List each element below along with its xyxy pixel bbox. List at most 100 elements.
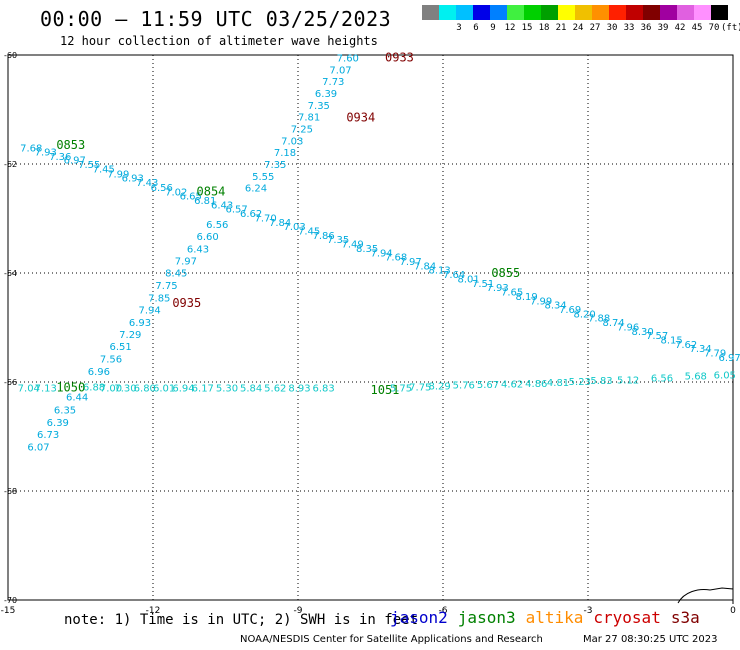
swh-value: 7.94 bbox=[139, 306, 161, 317]
legend-label: 15 bbox=[521, 23, 533, 33]
swh-value: 8.30 bbox=[632, 327, 654, 338]
legend-swatch bbox=[524, 5, 541, 20]
coastline bbox=[677, 587, 734, 604]
swh-value: 7.81 bbox=[298, 113, 320, 124]
swh-value: 6.51 bbox=[110, 342, 132, 353]
swh-value: 7.85 bbox=[148, 294, 170, 305]
legend-label: 39 bbox=[657, 23, 669, 33]
swh-value: 6.24 bbox=[245, 183, 267, 194]
legend-swatch bbox=[507, 5, 524, 20]
swh-value: 7.03 bbox=[281, 137, 303, 148]
pass-time: 0854 bbox=[197, 184, 226, 198]
swh-value: 6.56 bbox=[651, 374, 673, 385]
legend-swatch bbox=[592, 5, 609, 20]
satellite-legend: jason2 jason3 altika cryosat s3a bbox=[390, 608, 710, 627]
map-subtitle: 12 hour collection of altimeter wave hei… bbox=[60, 34, 378, 48]
swh-value: 5.68 bbox=[685, 371, 707, 382]
swh-value: 7.03 bbox=[284, 222, 306, 233]
legend-swatch bbox=[575, 5, 592, 20]
lon-label: -12 bbox=[146, 606, 161, 616]
swh-value: 7.64 bbox=[443, 270, 465, 281]
swh-value: 7.02 bbox=[165, 187, 187, 198]
swh-value: 7.35 bbox=[308, 101, 330, 112]
swh-value: 7.99 bbox=[530, 296, 552, 307]
swh-value: 8.34 bbox=[545, 301, 567, 312]
legend-swatch bbox=[677, 5, 694, 20]
legend-swatch bbox=[422, 5, 439, 20]
swh-value: 6.43 bbox=[211, 200, 233, 211]
pass-time: 1050 bbox=[56, 380, 85, 394]
swh-value: 7.49 bbox=[342, 240, 364, 251]
lat-label: -70 bbox=[4, 596, 17, 605]
lat-label: -60 bbox=[4, 51, 17, 60]
swh-value: 6.65 bbox=[180, 192, 202, 203]
swh-value: 7.55 bbox=[78, 160, 100, 171]
swh-value: 7.04 bbox=[18, 383, 40, 394]
swh-value: 4.62 bbox=[501, 380, 523, 391]
swh-value: 6.05 bbox=[714, 370, 736, 381]
swh-value: 8.35 bbox=[356, 244, 378, 255]
swh-value: 7.51 bbox=[472, 279, 494, 290]
swh-value: 7.86 bbox=[313, 231, 335, 242]
swh-value: 7.43 bbox=[136, 178, 158, 189]
pass-time: 1051 bbox=[371, 383, 400, 397]
legend-label: 27 bbox=[589, 23, 601, 33]
legend-swatch bbox=[660, 5, 677, 20]
swh-value: 5.12 bbox=[617, 375, 639, 386]
legend-label: 42 bbox=[674, 23, 686, 33]
legend-label: 18 bbox=[538, 23, 550, 33]
swh-value: 7.99 bbox=[107, 169, 129, 180]
antarctic-coastline bbox=[677, 587, 734, 604]
swh-value: 7.07 bbox=[329, 66, 351, 77]
swh-value: 7.34 bbox=[690, 344, 712, 355]
lon-label: -6 bbox=[439, 606, 448, 616]
satellite-legend-s3a: s3a bbox=[670, 608, 700, 627]
swh-value: 6.01 bbox=[153, 383, 175, 394]
swh-value: 8.19 bbox=[516, 292, 538, 303]
pass-time: 0855 bbox=[491, 266, 520, 280]
swh-value: 8.29 bbox=[429, 381, 451, 392]
swh-value: 8.74 bbox=[603, 318, 625, 329]
graticule bbox=[7, 54, 734, 601]
legend-swatch bbox=[609, 5, 626, 20]
swh-value: 7.25 bbox=[291, 125, 313, 136]
swh-value: 7.36 bbox=[49, 152, 71, 163]
lat-label: -68 bbox=[4, 487, 17, 496]
map-frame bbox=[7, 54, 734, 601]
swh-value: 7.13 bbox=[35, 383, 57, 394]
legend-label: 70 bbox=[708, 23, 720, 33]
swh-value: 7.68 bbox=[385, 253, 407, 264]
lat-label: -66 bbox=[4, 378, 17, 387]
swh-value: 6.07 bbox=[27, 442, 49, 453]
swh-value: 6.97 bbox=[64, 156, 86, 167]
swh-value: 7.94 bbox=[371, 248, 393, 259]
swh-value: 8.15 bbox=[661, 335, 683, 346]
swh-value: 7.68 bbox=[20, 144, 42, 155]
swh-value: 7.30 bbox=[114, 383, 136, 394]
legend-swatch bbox=[694, 5, 711, 20]
swh-value: 6.17 bbox=[192, 383, 214, 394]
swh-value: 7.88 bbox=[588, 314, 610, 325]
legend-label: 33 bbox=[623, 23, 635, 33]
swh-value: 7.29 bbox=[119, 330, 141, 341]
swh-value: 7.97 bbox=[175, 256, 197, 267]
swh-value: 7.45 bbox=[93, 164, 115, 175]
swh-value: 5.55 bbox=[252, 172, 274, 183]
swh-value: 8.20 bbox=[574, 309, 596, 320]
swh-value: 5.84 bbox=[240, 383, 262, 394]
swh-value: 6.56 bbox=[151, 183, 173, 194]
lon-label: -3 bbox=[584, 606, 593, 616]
swh-value: 6.57 bbox=[226, 205, 248, 216]
swh-value: 5.75 bbox=[390, 383, 412, 394]
swh-value: 6.62 bbox=[240, 209, 262, 220]
legend-swatch bbox=[439, 5, 456, 20]
swh-value: 7.93 bbox=[487, 283, 509, 294]
swh-value: 6.39 bbox=[47, 418, 69, 429]
satellite-legend-cryosat: cryosat bbox=[593, 608, 661, 627]
swh-value: 7.84 bbox=[414, 261, 436, 272]
lon-label: 0 bbox=[730, 606, 736, 616]
swh-value: 7.35 bbox=[327, 235, 349, 246]
legend-label: 21 bbox=[555, 23, 567, 33]
swh-value: 6.97 bbox=[719, 353, 740, 364]
